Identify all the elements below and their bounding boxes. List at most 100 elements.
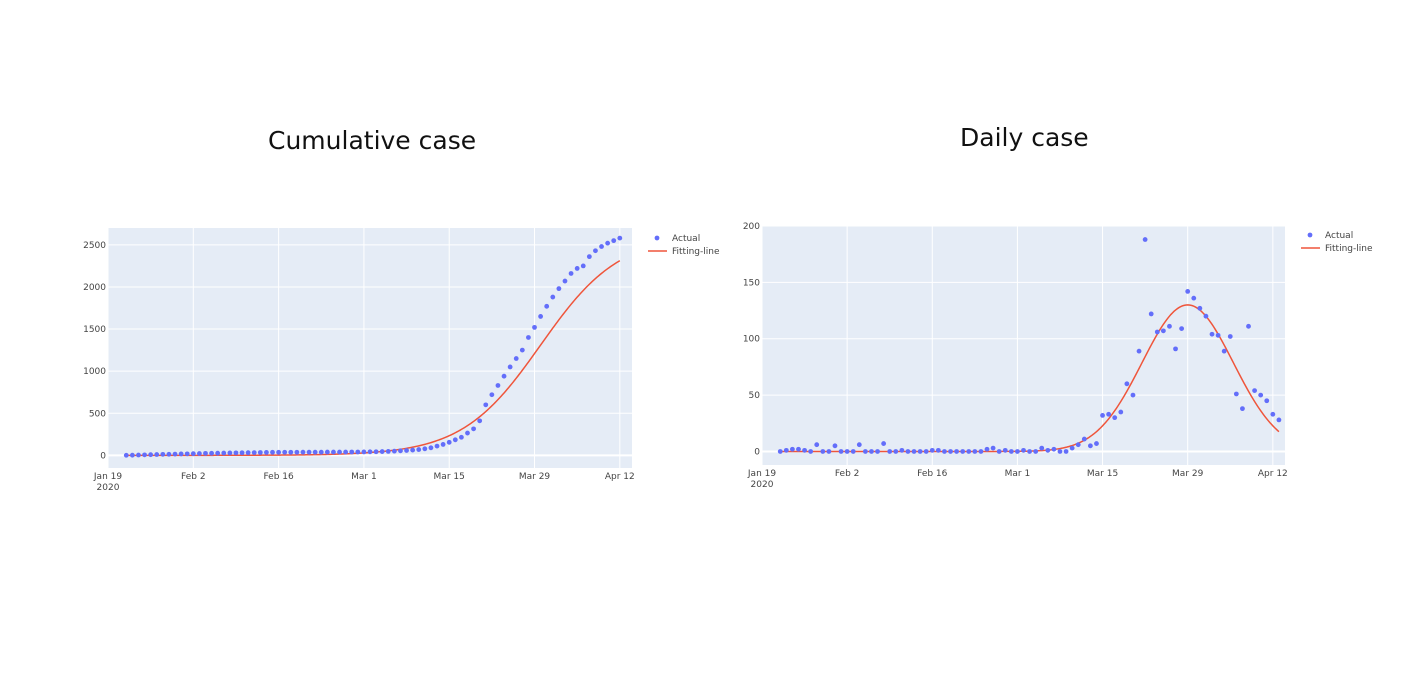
actual-point — [471, 426, 476, 432]
x-tick-label: Apr 12 — [1258, 469, 1288, 479]
x-tick-label: Feb 16 — [263, 472, 294, 482]
x-tick-label: Feb 2 — [181, 472, 206, 482]
actual-point — [294, 449, 300, 455]
actual-point — [495, 383, 501, 388]
legend-fitting-line-label: Fitting-line — [672, 247, 720, 257]
actual-point — [1008, 449, 1014, 454]
actual-point — [881, 441, 887, 446]
actual-point — [893, 449, 899, 454]
actual-point — [477, 418, 483, 424]
actual-point — [373, 449, 379, 455]
actual-point — [270, 449, 275, 455]
actual-point — [398, 448, 403, 454]
actual-point — [1063, 449, 1069, 454]
x-tick-label: Apr 12 — [605, 472, 635, 482]
actual-point — [1185, 288, 1191, 294]
actual-point — [605, 240, 611, 246]
actual-point — [1148, 311, 1154, 317]
actual-point — [440, 442, 446, 447]
actual-point — [911, 449, 917, 454]
y-tick-label: 2000 — [83, 283, 106, 293]
actual-point — [978, 449, 984, 454]
actual-point — [869, 449, 874, 454]
actual-point — [777, 449, 783, 454]
actual-point — [954, 449, 960, 454]
actual-point — [526, 335, 531, 340]
actual-point — [160, 451, 166, 457]
legend-actual-marker — [1307, 232, 1313, 238]
actual-point — [239, 450, 245, 456]
actual-point — [1258, 392, 1264, 398]
actual-point — [404, 448, 409, 453]
actual-point — [1203, 313, 1209, 319]
actual-point — [1112, 415, 1118, 421]
actual-point — [814, 442, 820, 448]
actual-point — [532, 324, 537, 330]
actual-point — [1075, 442, 1081, 448]
actual-point — [838, 449, 844, 454]
actual-point — [1276, 417, 1282, 423]
actual-point — [1233, 391, 1239, 397]
actual-point — [331, 449, 336, 455]
actual-point — [343, 449, 349, 455]
actual-point — [1197, 305, 1203, 311]
actual-point — [574, 266, 580, 271]
actual-point — [379, 449, 385, 454]
actual-point — [172, 451, 178, 457]
legend-fitting-line-label: Fitting-line — [1325, 244, 1373, 254]
actual-point — [257, 450, 263, 455]
actual-point — [123, 452, 129, 458]
actual-point — [562, 278, 568, 284]
actual-point — [196, 451, 202, 456]
x-tick-label: Feb 2 — [835, 469, 860, 479]
y-tick-label: 50 — [749, 391, 761, 401]
actual-point — [1264, 398, 1270, 404]
actual-point — [190, 451, 196, 457]
actual-point — [990, 445, 996, 451]
actual-point — [1002, 447, 1008, 453]
actual-point — [808, 449, 814, 454]
actual-point — [1142, 237, 1148, 242]
actual-point — [844, 449, 850, 454]
cumulative-chart-title: Cumulative case — [268, 126, 477, 155]
actual-point — [1057, 449, 1063, 454]
x-tick-label: Mar 29 — [519, 472, 551, 482]
actual-point — [832, 443, 838, 449]
actual-point — [452, 437, 458, 443]
actual-point — [434, 443, 440, 449]
x-tick-label: Feb 16 — [917, 469, 948, 479]
actual-point — [264, 450, 269, 455]
actual-point — [1173, 346, 1178, 352]
actual-point — [507, 364, 513, 370]
y-tick-label: 1000 — [83, 367, 106, 377]
actual-point — [465, 430, 470, 436]
actual-point — [300, 449, 306, 455]
actual-point — [215, 450, 221, 456]
actual-point — [1027, 449, 1032, 454]
actual-point — [282, 449, 288, 455]
legend-actual-marker — [654, 235, 660, 241]
actual-point — [154, 452, 160, 457]
actual-point — [1069, 445, 1075, 451]
actual-point — [385, 449, 391, 454]
actual-point — [318, 449, 324, 455]
actual-point — [1087, 443, 1093, 449]
actual-point — [288, 449, 294, 455]
actual-point — [166, 451, 172, 457]
actual-point — [422, 446, 428, 452]
actual-point — [1081, 436, 1087, 442]
actual-point — [513, 356, 519, 361]
actual-point — [862, 449, 868, 454]
actual-point — [349, 449, 355, 455]
actual-point — [1240, 406, 1245, 412]
actual-point — [136, 452, 141, 458]
actual-point — [1209, 331, 1215, 337]
actual-point — [972, 449, 978, 454]
actual-point — [306, 449, 312, 455]
x-tick-year: 2020 — [751, 480, 774, 490]
y-tick-label: 2500 — [83, 241, 106, 251]
actual-point — [802, 447, 807, 453]
actual-point — [361, 449, 367, 455]
actual-point — [796, 446, 801, 452]
